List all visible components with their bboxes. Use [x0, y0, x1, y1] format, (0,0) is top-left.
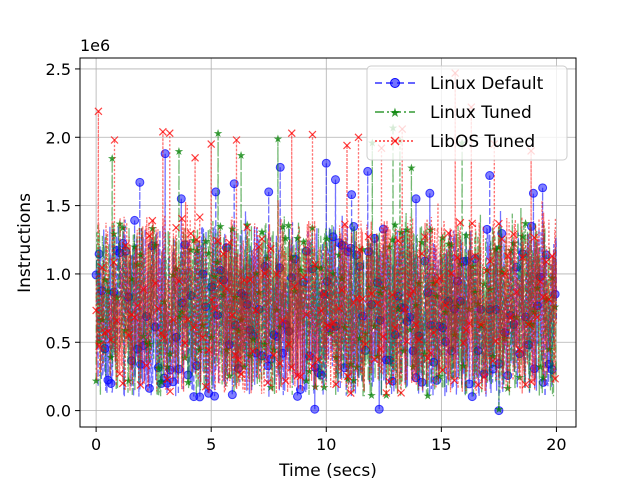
y-tick-label: 2.0 — [46, 128, 71, 147]
y-tick-label: 0.0 — [46, 402, 71, 421]
legend-marker-circle-icon — [390, 78, 400, 88]
x-tick-label: 20 — [546, 435, 566, 454]
data-point — [321, 158, 331, 168]
data-point — [130, 215, 140, 225]
y-tick-label: 1.0 — [46, 265, 71, 284]
data-point — [538, 183, 548, 193]
legend-label-linux-tuned: Linux Tuned — [430, 103, 532, 123]
data-point: ★ — [236, 149, 246, 162]
data-point — [135, 177, 145, 187]
data-point — [411, 194, 421, 204]
data-point: ★ — [319, 381, 329, 394]
legend: Linux Default ★ Linux Tuned LibOS Tuned — [366, 65, 568, 161]
data-point — [165, 129, 174, 138]
legend-marker-star-icon: ★ — [389, 106, 401, 121]
x-axis-label: Time (secs) — [278, 461, 377, 480]
data-point: ★ — [503, 382, 513, 395]
x-tick-label: 15 — [431, 435, 451, 454]
data-point — [330, 175, 340, 185]
data-point: ★ — [273, 133, 283, 146]
data-point — [310, 404, 320, 414]
data-point — [195, 213, 204, 222]
data-point — [227, 390, 237, 400]
data-point — [264, 187, 274, 197]
y-axis-label: Instructions — [15, 193, 35, 293]
legend-entry-linux-tuned: ★ Linux Tuned — [375, 103, 532, 123]
plot-data: ★★★★★★★★★★★★★★★★★★★★★★★★★★★★★★★★★★★★★★★★… — [91, 69, 560, 416]
data-point: ★ — [216, 220, 226, 233]
data-point: ★ — [213, 127, 223, 140]
data-point: ★ — [107, 152, 117, 165]
data-point: ★ — [494, 403, 504, 416]
y-tick-label: 0.5 — [46, 333, 71, 352]
data-point — [482, 224, 492, 234]
y-offset-label: 1e6 — [80, 36, 110, 55]
data-point: ★ — [435, 370, 445, 383]
data-point — [347, 190, 357, 200]
data-point: ★ — [183, 376, 193, 389]
data-point: ★ — [406, 161, 416, 174]
data-point: ★ — [257, 225, 267, 238]
data-point — [374, 404, 384, 414]
data-point — [195, 392, 205, 402]
data-point — [425, 188, 435, 198]
data-point: ★ — [518, 230, 528, 243]
data-point — [467, 392, 477, 402]
legend-label-linux-default: Linux Default — [430, 74, 544, 94]
data-point: ★ — [174, 145, 184, 158]
data-point — [210, 391, 220, 401]
data-point — [363, 166, 373, 176]
data-point: ★ — [367, 389, 377, 402]
x-tick-label: 5 — [206, 435, 216, 454]
data-point — [485, 171, 495, 181]
data-point: ★ — [201, 235, 211, 248]
y-tick-label: 1.5 — [46, 197, 71, 216]
x-tick-label: 0 — [91, 435, 101, 454]
data-point — [144, 383, 154, 393]
x-tick-label: 10 — [316, 435, 336, 454]
data-point: ★ — [423, 389, 433, 402]
data-point — [106, 378, 116, 388]
y-tick-label: 2.5 — [46, 60, 71, 79]
legend-label-libos-tuned: LibOS Tuned — [430, 132, 535, 152]
data-point — [158, 127, 167, 136]
